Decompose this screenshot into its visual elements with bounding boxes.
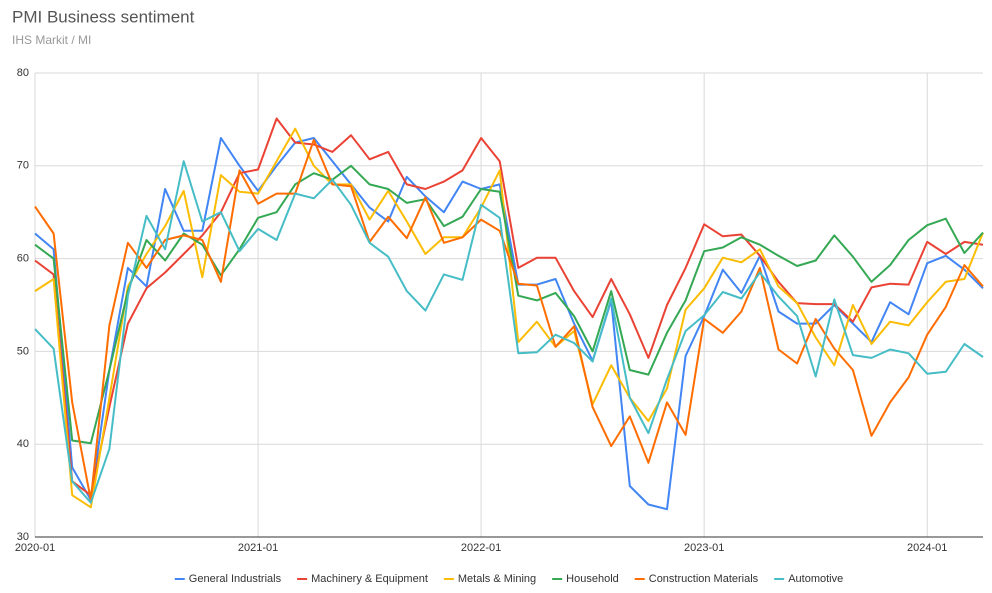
- series-line: [34, 164, 984, 445]
- y-tick-label: 80: [17, 67, 29, 79]
- y-tick-label: 70: [17, 160, 29, 172]
- x-tick-label: 2021-01: [238, 542, 278, 554]
- legend-label: Machinery & Equipment: [311, 573, 428, 585]
- legend-label: Construction Materials: [649, 573, 759, 585]
- y-tick-label: 60: [17, 253, 29, 265]
- series-line: [34, 117, 984, 497]
- x-tick-label: 2020-01: [15, 542, 55, 554]
- y-tick-label: 50: [17, 345, 29, 357]
- chart-title: PMI Business sentiment: [12, 7, 195, 26]
- chart-subtitle: IHS Markit / MI: [12, 33, 91, 47]
- y-tick-label: 40: [17, 438, 29, 450]
- x-tick-label: 2022-01: [461, 542, 501, 554]
- legend-label: Automotive: [788, 573, 843, 585]
- series-line: [34, 160, 984, 504]
- x-tick-label: 2023-01: [684, 542, 724, 554]
- legend-label: General Industrials: [189, 573, 282, 585]
- legend-label: Household: [566, 573, 619, 585]
- y-tick-label: 30: [17, 531, 29, 543]
- legend-label: Metals & Mining: [458, 573, 536, 585]
- x-tick-label: 2024-01: [907, 542, 947, 554]
